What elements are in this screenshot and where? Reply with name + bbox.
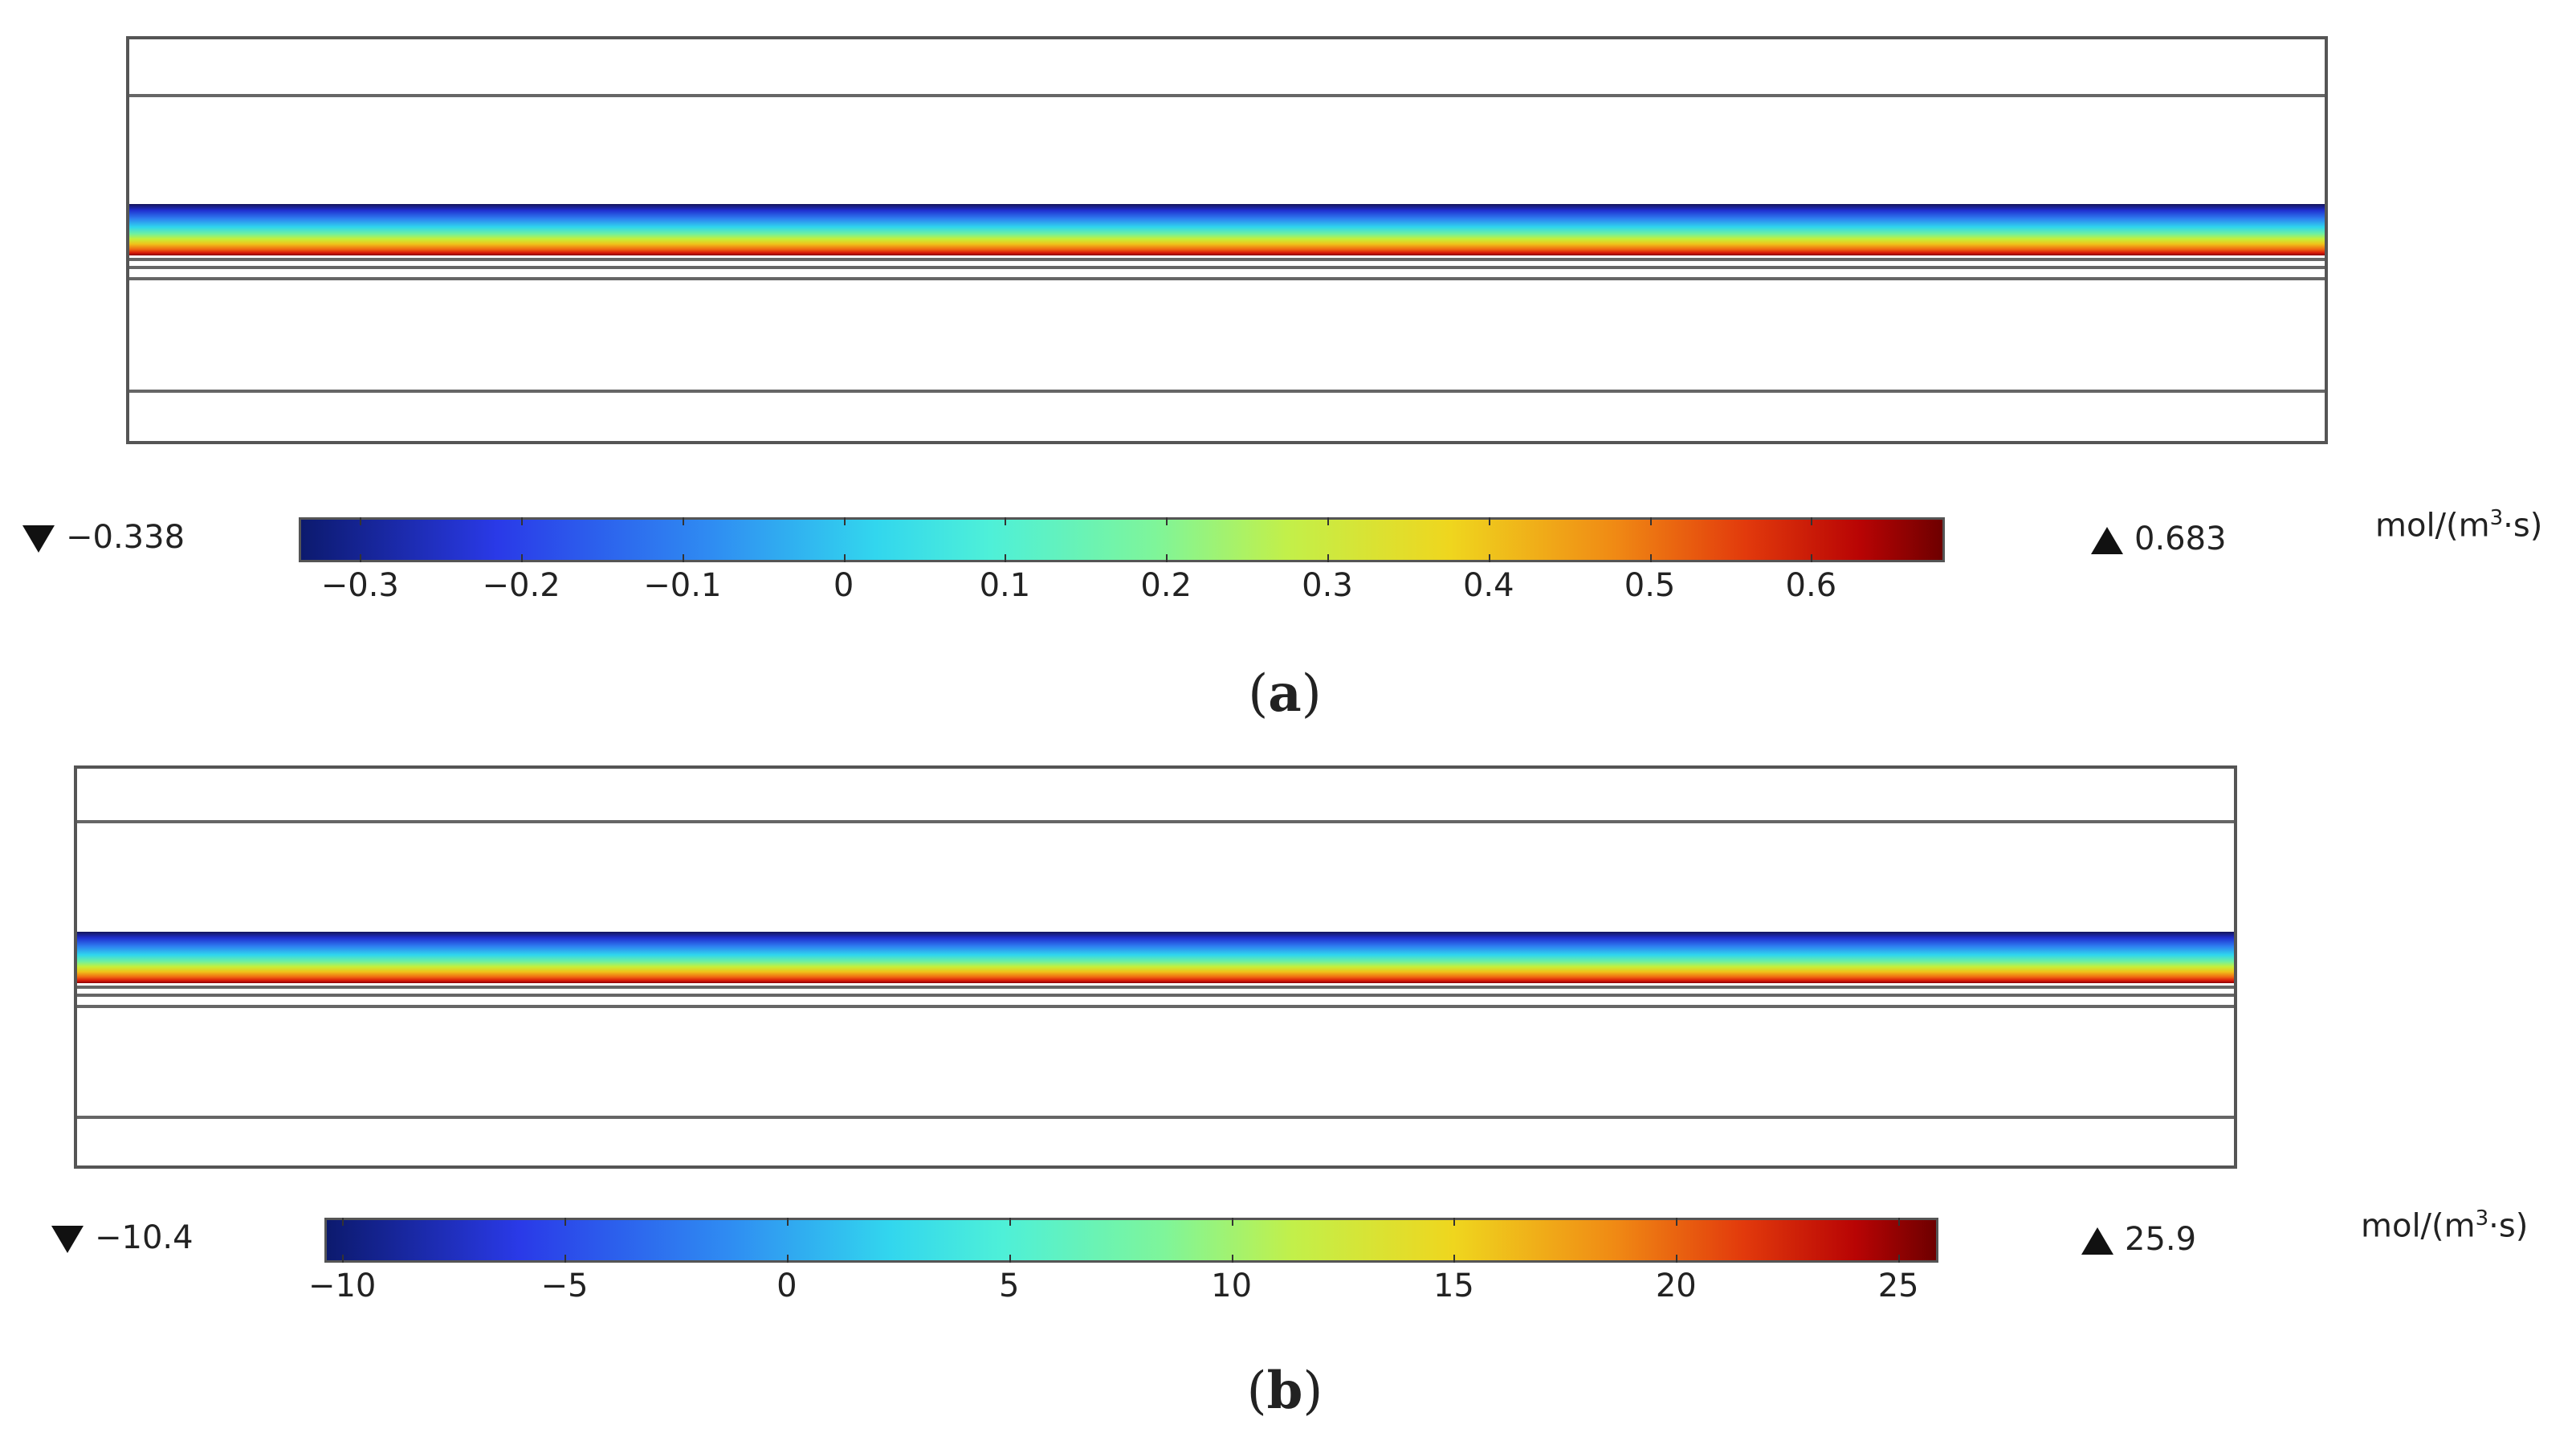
caption-letter: a: [1268, 663, 1302, 724]
panel-a-max-value: 0.683: [2134, 520, 2227, 557]
panel-a-domain: [126, 36, 2328, 444]
colorbar-tick: [342, 1255, 344, 1263]
panel-a-boundary-mid-3: [129, 277, 2325, 280]
panel-a-boundary-mid-2: [129, 266, 2325, 269]
colorbar-tick-label: 25: [1877, 1268, 1919, 1304]
caption-open: (: [1246, 1361, 1267, 1421]
colorbar-tick: [1811, 554, 1813, 562]
colorbar-tick: [843, 554, 846, 562]
colorbar-tick: [565, 1255, 566, 1263]
colorbar-tick-label: 0.2: [1140, 567, 1192, 604]
panel-b-min-indicator: −10.4: [51, 1219, 194, 1256]
colorbar-tick-label: 0.6: [1785, 567, 1837, 604]
panel-b-caption: (b): [1247, 1361, 1323, 1421]
panel-b-domain: [74, 765, 2237, 1169]
colorbar-tick: [1009, 1218, 1011, 1226]
panel-b-max-indicator: 25.9: [2081, 1221, 2196, 1258]
colorbar-tick-label: 0.5: [1624, 567, 1676, 604]
panel-b-unit-label: mol/(m3·s): [2361, 1206, 2528, 1244]
colorbar-tick: [1166, 517, 1168, 525]
colorbar-tick: [843, 517, 846, 525]
panel-b-colorbar: [324, 1218, 1938, 1263]
colorbar-tick: [1453, 1218, 1456, 1226]
colorbar-tick: [1649, 517, 1652, 525]
colorbar-tick-label: −10: [308, 1268, 377, 1304]
colorbar-tick: [1231, 1255, 1233, 1263]
unit-tail: ·s): [2488, 1207, 2529, 1245]
panel-a-min-indicator: −0.338: [22, 519, 185, 556]
colorbar-tick-label: −5: [540, 1268, 589, 1304]
panel-a-colorbar: [299, 517, 1945, 562]
unit-main: mol/(m: [2361, 1207, 2476, 1245]
unit-main: mol/(m: [2375, 507, 2490, 545]
colorbar-tick-label: 15: [1433, 1268, 1474, 1304]
panel-b-boundary-bottom: [77, 1116, 2234, 1119]
unit-superscript: 3: [2475, 1206, 2489, 1231]
caption-letter: b: [1266, 1361, 1303, 1421]
colorbar-tick: [1005, 517, 1007, 525]
panel-a-reaction-band: [129, 204, 2325, 255]
colorbar-tick: [1649, 554, 1652, 562]
unit-tail: ·s): [2503, 507, 2543, 545]
colorbar-tick: [360, 554, 362, 562]
colorbar-tick: [1166, 554, 1168, 562]
colorbar-tick: [682, 554, 684, 562]
colorbar-tick: [1676, 1218, 1678, 1226]
colorbar-tick: [1488, 554, 1490, 562]
panel-b-max-value: 25.9: [2125, 1221, 2197, 1258]
panel-b-reaction-band: [77, 932, 2234, 983]
colorbar-tick: [360, 517, 362, 525]
up-triangle-icon: [2081, 1227, 2113, 1255]
panel-a-boundary-bottom: [129, 390, 2325, 393]
up-triangle-icon: [2091, 527, 2123, 554]
panel-a-min-value: −0.338: [66, 519, 185, 556]
colorbar-tick: [1488, 517, 1490, 525]
panel-a-boundary-top: [129, 94, 2325, 97]
colorbar-tick-label: −0.2: [482, 567, 560, 604]
colorbar-tick-label: 0.3: [1302, 567, 1353, 604]
panel-b-min-value: −10.4: [95, 1219, 194, 1256]
colorbar-tick: [1898, 1255, 1901, 1263]
colorbar-tick-label: 0: [776, 1268, 797, 1304]
panel-b-boundary-mid-3: [77, 1005, 2234, 1008]
colorbar-tick-label: 0: [833, 567, 854, 604]
colorbar-tick: [786, 1255, 789, 1263]
colorbar-tick-label: 20: [1655, 1268, 1697, 1304]
panel-b-boundary-mid-1: [77, 986, 2234, 989]
colorbar-tick: [1005, 554, 1007, 562]
down-triangle-icon: [22, 525, 55, 553]
panel-a-max-indicator: 0.683: [2091, 520, 2227, 557]
colorbar-tick: [521, 517, 524, 525]
colorbar-tick: [682, 517, 684, 525]
colorbar-tick-label: 10: [1211, 1268, 1253, 1304]
colorbar-tick: [1327, 554, 1329, 562]
colorbar-tick: [1231, 1218, 1233, 1226]
colorbar-tick: [1453, 1255, 1456, 1263]
colorbar-tick-label: 0.1: [979, 567, 1031, 604]
colorbar-tick: [1898, 1218, 1901, 1226]
colorbar-tick-label: 0.4: [1462, 567, 1514, 604]
panel-a-boundary-mid-1: [129, 258, 2325, 261]
colorbar-tick: [1676, 1255, 1678, 1263]
panel-a-caption: (a): [1248, 663, 1321, 724]
caption-close: ): [1301, 664, 1322, 724]
panel-b-boundary-top: [77, 820, 2234, 823]
panel-b-boundary-mid-2: [77, 994, 2234, 997]
colorbar-tick-label: 5: [998, 1268, 1020, 1304]
colorbar-tick: [786, 1218, 789, 1226]
colorbar-tick: [1327, 517, 1329, 525]
caption-open: (: [1248, 664, 1269, 724]
colorbar-tick: [565, 1218, 566, 1226]
colorbar-tick: [1811, 517, 1813, 525]
colorbar-tick: [1009, 1255, 1011, 1263]
panel-a-unit-label: mol/(m3·s): [2375, 506, 2542, 544]
colorbar-tick: [521, 554, 524, 562]
caption-close: ): [1302, 1361, 1323, 1421]
colorbar-tick-label: −0.3: [320, 567, 399, 604]
down-triangle-icon: [51, 1226, 84, 1253]
unit-superscript: 3: [2489, 506, 2504, 530]
colorbar-tick: [342, 1218, 344, 1226]
colorbar-tick-label: −0.1: [643, 567, 722, 604]
